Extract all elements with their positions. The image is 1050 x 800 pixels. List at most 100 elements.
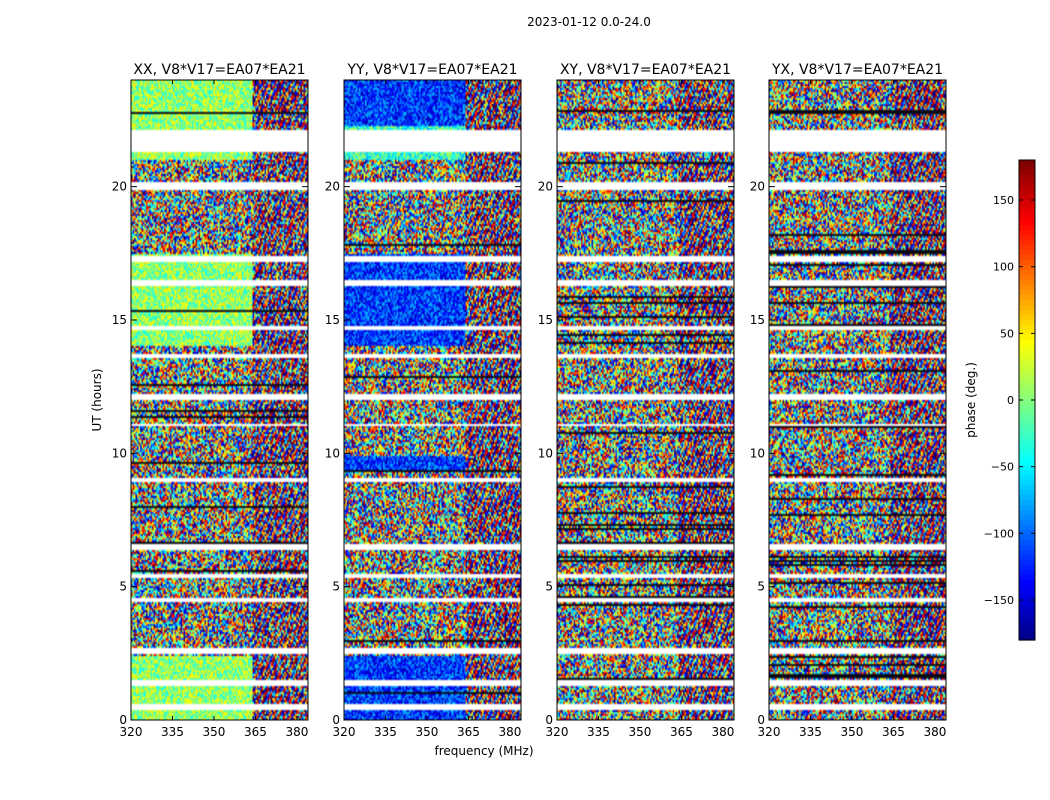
- colorbar-step: [1019, 505, 1035, 511]
- panel-frame: [768, 79, 947, 721]
- colorbar-step: [1019, 385, 1035, 391]
- colorbar-step: [1019, 185, 1035, 191]
- x-tick-label: 335: [587, 725, 610, 739]
- y-tick-label: 5: [757, 580, 765, 594]
- colorbar-step: [1019, 195, 1035, 201]
- panel-frame: [556, 79, 735, 721]
- y-tick-label: 20: [538, 180, 553, 194]
- colorbar-step: [1019, 390, 1035, 396]
- y-tick-label: 20: [112, 180, 127, 194]
- x-tick-label: 320: [333, 725, 356, 739]
- colorbar-step: [1019, 620, 1035, 626]
- x-tick-label: 365: [670, 725, 693, 739]
- colorbar-step: [1019, 525, 1035, 531]
- colorbar-step: [1019, 595, 1035, 601]
- x-tick-label: 350: [629, 725, 652, 739]
- y-tick-label: 5: [332, 580, 340, 594]
- y-tick-label: 10: [538, 446, 553, 460]
- panel-4: YX, V8*V17=EA07*EA21 320 335 350 365 380 0 5 10 1…: [750, 62, 947, 739]
- panel-3: XY, V8*V17=EA07*EA21 320 335 350 365 380 0 5 10 1…: [538, 62, 735, 739]
- colorbar-step: [1019, 275, 1035, 281]
- colorbar-step: [1019, 615, 1035, 621]
- panel-1: XX, V8*V17=EA07*EA21 320 335 350 365 380 0 5 10 1…: [112, 62, 309, 739]
- colorbar-step: [1019, 375, 1035, 381]
- colorbar-step: [1019, 510, 1035, 516]
- colorbar-step: [1019, 250, 1035, 256]
- x-axis-label: frequency (MHz): [434, 744, 533, 758]
- colorbar-step: [1019, 380, 1035, 386]
- colorbar-step: [1019, 330, 1035, 336]
- colorbar-step: [1019, 435, 1035, 441]
- colorbar-step: [1019, 215, 1035, 221]
- x-tick-label: 365: [457, 725, 480, 739]
- colorbar-step: [1019, 255, 1035, 261]
- colorbar-step: [1019, 315, 1035, 321]
- colorbar-step: [1019, 340, 1035, 346]
- y-tick-label: 10: [112, 446, 127, 460]
- x-tick-label: 335: [799, 725, 822, 739]
- colorbar-step: [1019, 160, 1035, 166]
- colorbar-step: [1019, 365, 1035, 371]
- figure-suptitle: 2023-01-12 0.0-24.0: [527, 15, 651, 29]
- colorbar-tick-label: −50: [991, 461, 1014, 474]
- colorbar-step: [1019, 445, 1035, 451]
- panel-title: XX, V8*V17=EA07*EA21: [133, 62, 305, 78]
- colorbar-step: [1019, 405, 1035, 411]
- y-tick-label: 15: [325, 313, 340, 327]
- x-tick-label: 320: [120, 725, 143, 739]
- x-tick-label: 380: [498, 725, 521, 739]
- colorbar-step: [1019, 310, 1035, 316]
- x-tick-label: 380: [923, 725, 946, 739]
- colorbar-step: [1019, 545, 1035, 551]
- colorbar-step: [1019, 265, 1035, 271]
- colorbar-step: [1019, 295, 1035, 301]
- colorbar-label: phase (deg.): [964, 362, 978, 438]
- colorbar-step: [1019, 205, 1035, 211]
- phase-heatmap-4: [769, 80, 946, 720]
- colorbar-step: [1019, 480, 1035, 486]
- x-tick-label: 335: [161, 725, 184, 739]
- x-tick-label: 380: [285, 725, 308, 739]
- colorbar-step: [1019, 465, 1035, 471]
- y-tick-label: 15: [112, 313, 127, 327]
- x-tick-label: 320: [546, 725, 569, 739]
- y-tick-label: 0: [545, 713, 553, 727]
- colorbar-tick-label: 100: [993, 261, 1014, 274]
- panel-frame: [130, 79, 309, 721]
- colorbar-step: [1019, 305, 1035, 311]
- colorbar-step: [1019, 485, 1035, 491]
- colorbar-step: [1019, 260, 1035, 266]
- colorbar-tick-label: −100: [984, 527, 1014, 540]
- colorbar-step: [1019, 530, 1035, 536]
- colorbar-step: [1019, 240, 1035, 246]
- x-tick-label: 350: [841, 725, 864, 739]
- x-tick-label: 350: [416, 725, 439, 739]
- y-tick-label: 0: [757, 713, 765, 727]
- colorbar-step: [1019, 175, 1035, 181]
- x-tick-label: 380: [711, 725, 734, 739]
- y-tick-label: 0: [332, 713, 340, 727]
- colorbar-step: [1019, 580, 1035, 586]
- colorbar-step: [1019, 635, 1035, 641]
- phase-heatmap-2: [344, 80, 521, 720]
- colorbar-step: [1019, 350, 1035, 356]
- colorbar-step: [1019, 230, 1035, 236]
- colorbar-step: [1019, 625, 1035, 631]
- colorbar-step: [1019, 285, 1035, 291]
- colorbar-step: [1019, 400, 1035, 406]
- y-tick-label: 15: [750, 313, 765, 327]
- y-tick-label: 20: [750, 180, 765, 194]
- colorbar-step: [1019, 225, 1035, 231]
- colorbar-step: [1019, 610, 1035, 616]
- colorbar-step: [1019, 570, 1035, 576]
- colorbar-step: [1019, 540, 1035, 546]
- colorbar-step: [1019, 360, 1035, 366]
- colorbar-step: [1019, 535, 1035, 541]
- colorbar-step: [1019, 320, 1035, 326]
- colorbar-step: [1019, 520, 1035, 526]
- colorbar-step: [1019, 345, 1035, 351]
- panel-frame: [343, 79, 522, 721]
- colorbar-step: [1019, 410, 1035, 416]
- x-tick-label: 350: [203, 725, 226, 739]
